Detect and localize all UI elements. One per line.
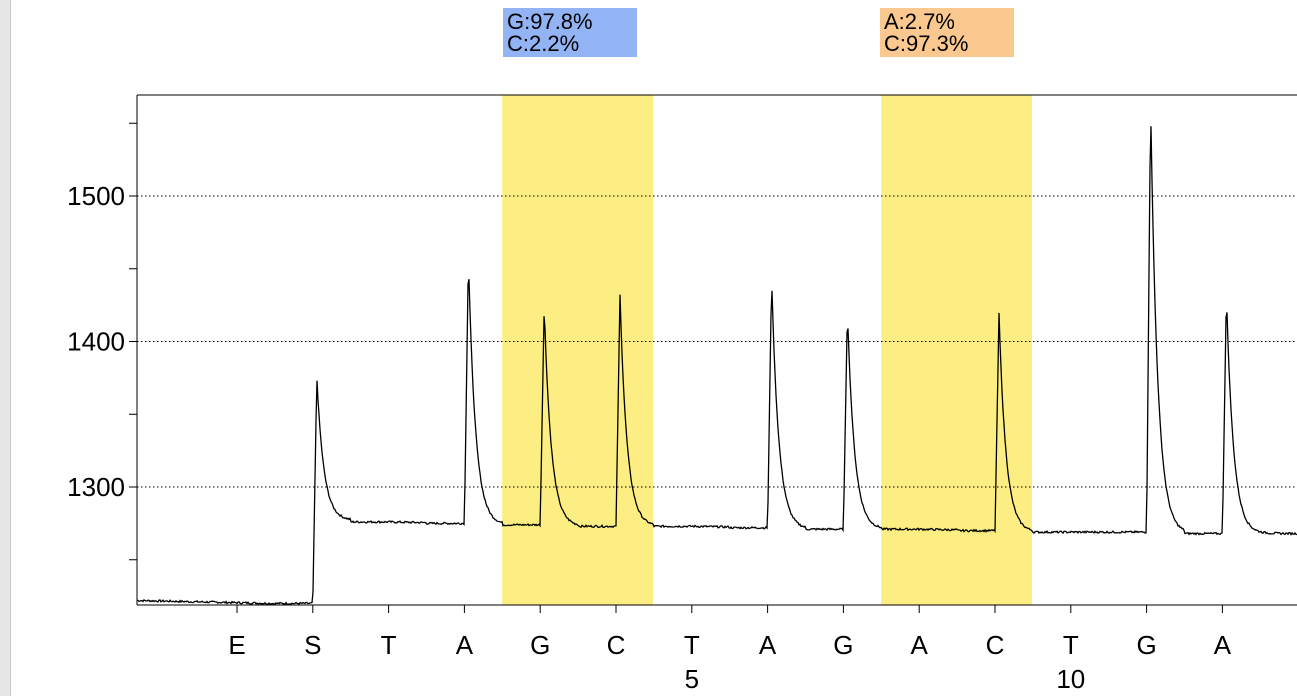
y-tick-label: 1400 <box>67 327 125 357</box>
allele-percentage-line: C:97.3% <box>884 31 969 56</box>
dispensation-label: T <box>1063 630 1079 660</box>
y-tick-label: 1500 <box>67 181 125 211</box>
highlight-band <box>502 95 653 605</box>
dispensation-label: T <box>684 630 700 660</box>
dispensation-label: C <box>986 630 1005 660</box>
allele-percentage-line: G:97.8% <box>507 9 593 34</box>
window-left-border-line <box>10 0 11 696</box>
signal-trace <box>136 126 1297 606</box>
window-left-border <box>0 0 10 696</box>
dispensation-label: A <box>1214 630 1232 660</box>
dispensation-label: A <box>456 630 474 660</box>
allele-percentage-line: C:2.2% <box>507 31 580 56</box>
dispensation-label: C <box>607 630 626 660</box>
position-number: 5 <box>685 664 699 694</box>
dispensation-label: G <box>1136 630 1156 660</box>
dispensation-label: A <box>759 630 777 660</box>
dispensation-label: T <box>381 630 397 660</box>
axes <box>136 94 1297 606</box>
dispensation-label: A <box>911 630 929 660</box>
y-tick-label: 1300 <box>67 472 125 502</box>
highlight-band <box>881 95 1032 605</box>
position-number-labels: 5 10 <box>685 664 1086 694</box>
x-axis-ticks <box>236 605 1223 613</box>
highlight-bands <box>502 95 1032 605</box>
dispensation-label: G <box>833 630 853 660</box>
dispensation-label: S <box>304 630 321 660</box>
allele-percentage-label: A:2.7% C:97.3% <box>880 8 1014 57</box>
y-axis-ticks: 1500 1400 1300 <box>67 122 137 561</box>
allele-percentage-line: A:2.7% <box>884 9 955 34</box>
position-number: 10 <box>1056 664 1085 694</box>
gridlines <box>137 195 1297 488</box>
allele-percentage-label: G:97.8% C:2.2% <box>503 8 637 57</box>
dispensation-label: G <box>530 630 550 660</box>
dispensation-label: E <box>228 630 245 660</box>
